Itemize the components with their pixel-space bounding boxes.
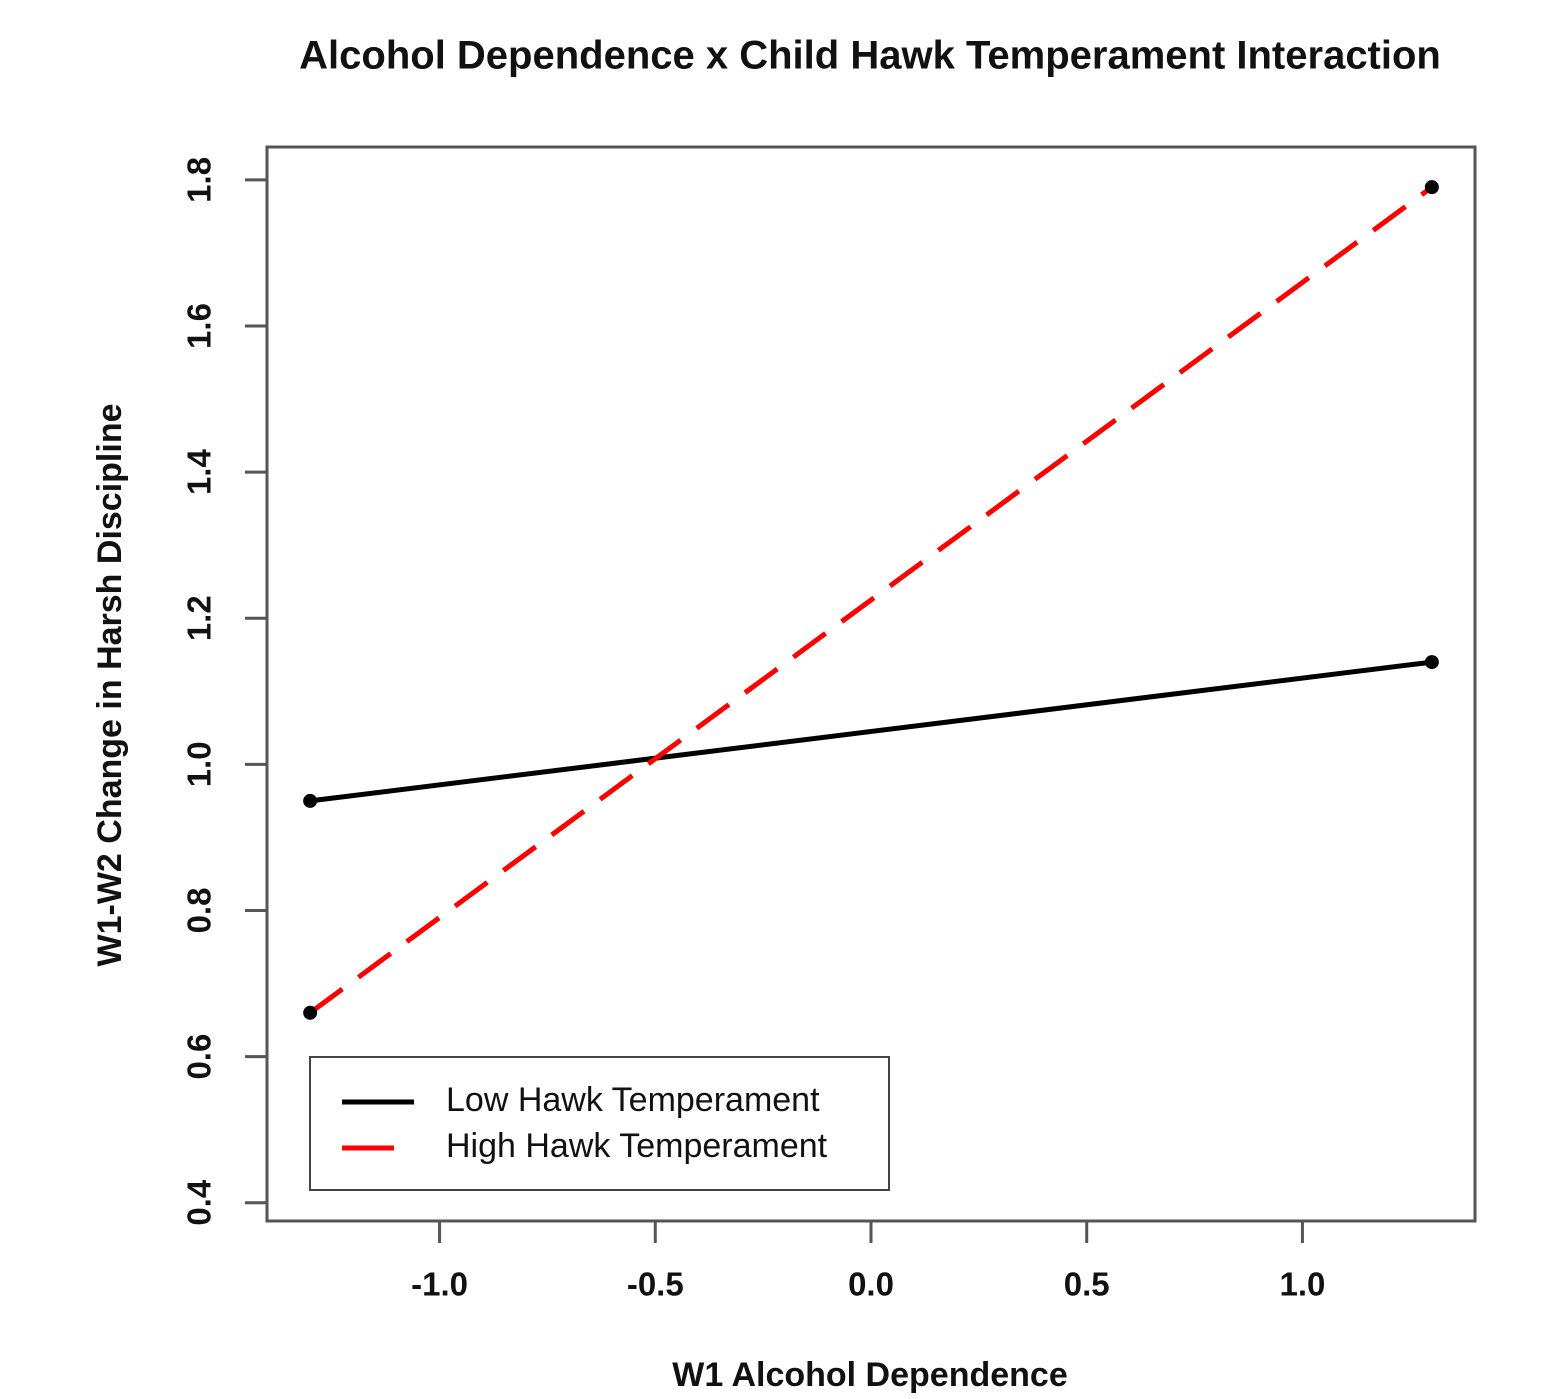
y-tick-label: 1.8 <box>181 157 218 203</box>
y-tick-label: 0.4 <box>181 1179 218 1226</box>
y-axis-label: W1-W2 Change in Harsh Discipline <box>91 404 129 967</box>
series-line <box>308 185 1434 1015</box>
chart-title: Alcohol Dependence x Child Hawk Temperam… <box>299 34 1441 78</box>
legend-label: High Hawk Temperament <box>446 1127 828 1165</box>
y-tick-label: 1.0 <box>181 741 218 787</box>
legend-label: Low Hawk Temperament <box>446 1081 820 1119</box>
y-tick-label: 0.8 <box>181 888 218 934</box>
x-axis-label: W1 Alcohol Dependence <box>672 1356 1067 1394</box>
y-tick-label: 1.6 <box>181 303 218 349</box>
y-tick-label: 1.4 <box>181 449 218 496</box>
legend-box <box>309 1056 890 1191</box>
x-tick-label: 0.5 <box>1064 1266 1110 1303</box>
x-tick-label: -0.5 <box>627 1266 684 1303</box>
data-point <box>1424 655 1439 670</box>
series-line <box>309 659 1433 804</box>
y-tick-label: 1.2 <box>181 595 218 641</box>
data-point <box>303 793 318 808</box>
x-tick-label: 0.0 <box>848 1266 894 1303</box>
y-tick-label: 0.6 <box>181 1034 218 1080</box>
x-tick-label: -1.0 <box>411 1266 468 1303</box>
data-point <box>303 1005 318 1020</box>
data-point <box>1424 180 1439 195</box>
x-tick-label: 1.0 <box>1279 1266 1325 1303</box>
